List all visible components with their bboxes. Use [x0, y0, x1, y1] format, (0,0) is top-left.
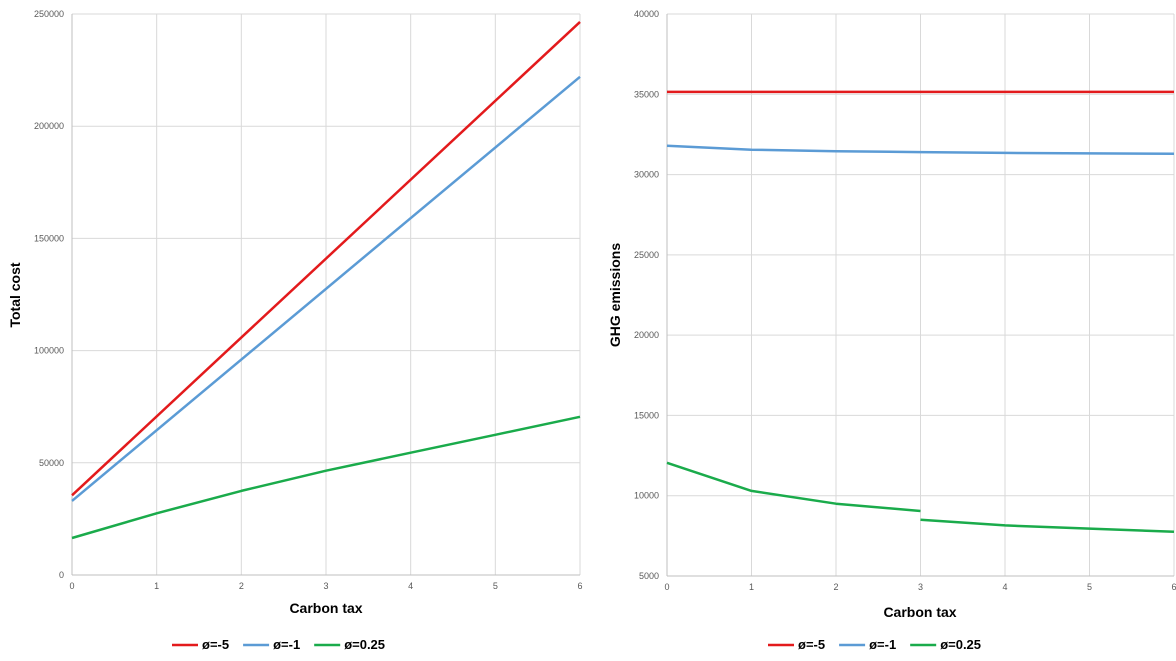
x-tick-label: 0: [664, 582, 669, 592]
y-tick-label: 0: [59, 570, 64, 580]
legend-item: ø=-1: [243, 637, 300, 652]
x-tick-labels: 0 1 2 3 4 5 6: [69, 581, 582, 591]
x-tick-label: 3: [323, 581, 328, 591]
x-tick-label: 1: [749, 582, 754, 592]
legend-item: ø=-5: [172, 637, 229, 652]
x-tick-label: 5: [1087, 582, 1092, 592]
x-tick-label: 3: [918, 582, 923, 592]
total-cost-chart: 0 1 2 3 4 5 6 0 50000 100000 150000 200000 250000 C…: [7, 9, 583, 652]
y-tick-label: 30000: [634, 170, 659, 180]
y-tick-label: 150000: [34, 233, 64, 243]
x-tick-label: 2: [833, 582, 838, 592]
legend-item: ø=0.25: [910, 637, 981, 652]
x-tick-labels: 0 1 2 3 4 5 6: [664, 582, 1176, 592]
x-tick-label: 0: [69, 581, 74, 591]
series-lines: [71, 20, 581, 540]
plot-frame: [666, 14, 1174, 577]
legend-label: ø=0.25: [344, 637, 385, 652]
series-line--5: [71, 20, 581, 497]
y-tick-label: 35000: [634, 89, 659, 99]
series-line--1: [71, 75, 581, 502]
legend-label: ø=0.25: [940, 637, 981, 652]
legend-label: ø=-5: [202, 637, 229, 652]
series-line-0_25: [71, 415, 581, 540]
series-line--1: [666, 144, 1175, 155]
legend-label: ø=-1: [869, 637, 896, 652]
y-tick-labels: 5000 10000 15000 20000 25000 30000 35000 40000: [634, 9, 659, 581]
y-tick-label: 40000: [634, 9, 659, 19]
y-axis-title: Total cost: [7, 262, 23, 327]
grid: [72, 13, 581, 575]
x-axis-title: Carbon tax: [883, 604, 956, 620]
ghg-emissions-chart: 0 1 2 3 4 5 6 5000 10000 15000 20000 25000 30000 350…: [607, 9, 1176, 652]
x-tick-label: 5: [493, 581, 498, 591]
legend-item: ø=-5: [768, 637, 825, 652]
x-tick-label: 2: [239, 581, 244, 591]
legend: ø=-5 ø=-1 ø=0.25: [172, 637, 385, 652]
grid: [667, 13, 1175, 576]
y-tick-label: 15000: [634, 410, 659, 420]
legend-label: ø=-1: [273, 637, 300, 652]
legend-item: ø=-1: [839, 637, 896, 652]
legend-item: ø=0.25: [314, 637, 385, 652]
y-tick-label: 100000: [34, 346, 64, 356]
series-line-0_25: [920, 518, 1175, 534]
series-lines: [666, 90, 1175, 534]
series-line-0_25: [666, 461, 921, 513]
y-tick-label: 25000: [634, 250, 659, 260]
y-tick-label: 5000: [639, 571, 659, 581]
y-tick-label: 250000: [34, 9, 64, 19]
y-tick-label: 200000: [34, 121, 64, 131]
y-tick-label: 50000: [39, 458, 64, 468]
x-tick-label: 6: [1171, 582, 1176, 592]
y-tick-labels: 0 50000 100000 150000 200000 250000: [34, 9, 64, 580]
y-tick-label: 20000: [634, 330, 659, 340]
y-tick-label: 10000: [634, 491, 659, 501]
x-axis-title: Carbon tax: [289, 600, 362, 616]
plot-frame: [71, 14, 580, 576]
x-tick-label: 4: [408, 581, 413, 591]
x-tick-label: 1: [154, 581, 159, 591]
x-tick-label: 6: [577, 581, 582, 591]
y-axis-title: GHG emissions: [607, 243, 623, 347]
x-tick-label: 4: [1002, 582, 1007, 592]
legend-label: ø=-5: [798, 637, 825, 652]
legend: ø=-5 ø=-1 ø=0.25: [768, 637, 981, 652]
